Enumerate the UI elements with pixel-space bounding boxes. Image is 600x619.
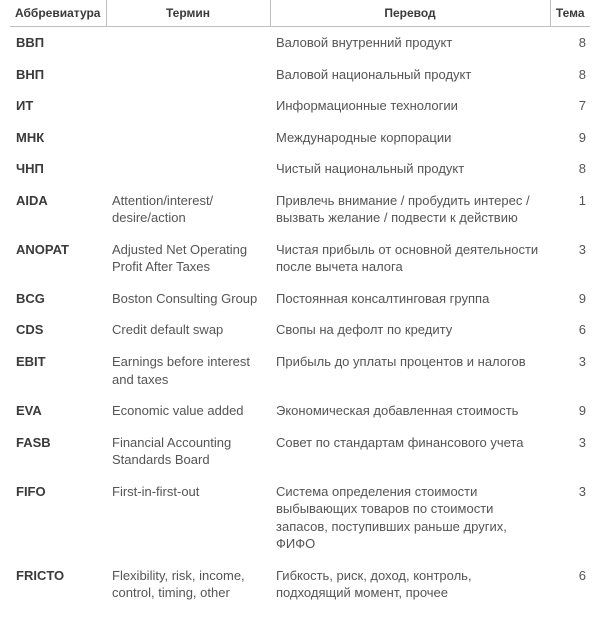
cell-term: Credit default swap	[106, 314, 270, 346]
cell-abbr: FIFO	[10, 476, 106, 560]
cell-theme: 1	[550, 185, 590, 234]
cell-term: Financial Accounting Standards Board	[106, 427, 270, 476]
cell-theme: 8	[550, 59, 590, 91]
cell-abbr: CDS	[10, 314, 106, 346]
cell-translation: Чистая прибыль от основной деятельности …	[270, 234, 550, 283]
cell-translation: Валовой внутренний продукт	[270, 27, 550, 59]
cell-abbr: EBIT	[10, 346, 106, 395]
cell-term	[106, 122, 270, 154]
cell-theme: 3	[550, 427, 590, 476]
cell-theme: 3	[550, 346, 590, 395]
header-row: Аббревиатура Термин Перевод Тема	[10, 0, 590, 27]
cell-translation: Система определения стоимости выбывающих…	[270, 476, 550, 560]
table-row: FRICTOFlexibility, risk, income, control…	[10, 560, 590, 609]
table-row: EVAEconomic value addedЭкономическая доб…	[10, 395, 590, 427]
cell-abbr: ЧНП	[10, 153, 106, 185]
cell-abbr: EVA	[10, 395, 106, 427]
cell-theme: 8	[550, 27, 590, 59]
cell-translation: Гибкость, риск, доход, контроль, подходя…	[270, 560, 550, 609]
cell-translation: Чистый национальный продукт	[270, 153, 550, 185]
cell-translation: Валовой национальный продукт	[270, 59, 550, 91]
glossary-table-container: Аббревиатура Термин Перевод Тема ВВП Вало…	[0, 0, 600, 619]
glossary-table: Аббревиатура Термин Перевод Тема ВВП Вало…	[10, 0, 590, 609]
cell-term	[106, 90, 270, 122]
cell-translation: Экономическая добавленная стоимость	[270, 395, 550, 427]
cell-term: Economic value added	[106, 395, 270, 427]
cell-translation: Международные корпорации	[270, 122, 550, 154]
cell-abbr: ВВП	[10, 27, 106, 59]
cell-term	[106, 59, 270, 91]
cell-translation: Свопы на дефолт по кредиту	[270, 314, 550, 346]
table-row: ВВП Валовой внутренний продукт8	[10, 27, 590, 59]
cell-theme: 6	[550, 560, 590, 609]
cell-theme: 9	[550, 122, 590, 154]
table-row: FASBFinancial Accounting Standards Board…	[10, 427, 590, 476]
table-row: EBITEarnings before interest and taxesПр…	[10, 346, 590, 395]
table-row: ИТ Информационные технологии7	[10, 90, 590, 122]
col-header-trans: Перевод	[270, 0, 550, 27]
cell-theme: 7	[550, 90, 590, 122]
col-header-theme: Тема	[550, 0, 590, 27]
cell-term: Flexibility, risk, income, control, timi…	[106, 560, 270, 609]
cell-theme: 3	[550, 476, 590, 560]
table-row: BCGBoston Consulting GroupПостоянная кон…	[10, 283, 590, 315]
cell-abbr: FRICTO	[10, 560, 106, 609]
cell-theme: 9	[550, 395, 590, 427]
cell-translation: Привлечь внимание / пробудить интерес / …	[270, 185, 550, 234]
table-row: FIFOFirst-in-first-outСистема определени…	[10, 476, 590, 560]
cell-theme: 8	[550, 153, 590, 185]
cell-term: Earnings before interest and taxes	[106, 346, 270, 395]
cell-term	[106, 27, 270, 59]
cell-translation: Прибыль до уплаты процентов и налогов	[270, 346, 550, 395]
cell-abbr: ANOPAT	[10, 234, 106, 283]
cell-abbr: ИТ	[10, 90, 106, 122]
cell-theme: 3	[550, 234, 590, 283]
table-row: AIDAAttention/interest/ desire/actionПри…	[10, 185, 590, 234]
cell-translation: Совет по стандартам финансового учета	[270, 427, 550, 476]
cell-translation: Постоянная консалтинговая группа	[270, 283, 550, 315]
cell-abbr: FASB	[10, 427, 106, 476]
col-header-term: Термин	[106, 0, 270, 27]
table-row: CDSCredit default swapСвопы на дефолт по…	[10, 314, 590, 346]
col-header-abbr: Аббревиатура	[10, 0, 106, 27]
cell-abbr: AIDA	[10, 185, 106, 234]
cell-abbr: ВНП	[10, 59, 106, 91]
cell-term: First-in-first-out	[106, 476, 270, 560]
cell-term	[106, 153, 270, 185]
table-row: ЧНП Чистый национальный продукт8	[10, 153, 590, 185]
cell-theme: 9	[550, 283, 590, 315]
cell-term: Attention/interest/ desire/action	[106, 185, 270, 234]
cell-abbr: BCG	[10, 283, 106, 315]
cell-term: Adjusted Net Operating Profit After Taxe…	[106, 234, 270, 283]
cell-translation: Информационные технологии	[270, 90, 550, 122]
cell-term: Boston Consulting Group	[106, 283, 270, 315]
table-body: ВВПВаловой внутренний продукт8ВНПВаловой…	[10, 27, 590, 610]
cell-abbr: МНК	[10, 122, 106, 154]
table-row: ВНП Валовой национальный продукт8	[10, 59, 590, 91]
table-row: ANOPATAdjusted Net Operating Profit Afte…	[10, 234, 590, 283]
table-row: МНК Международные корпорации9	[10, 122, 590, 154]
cell-theme: 6	[550, 314, 590, 346]
